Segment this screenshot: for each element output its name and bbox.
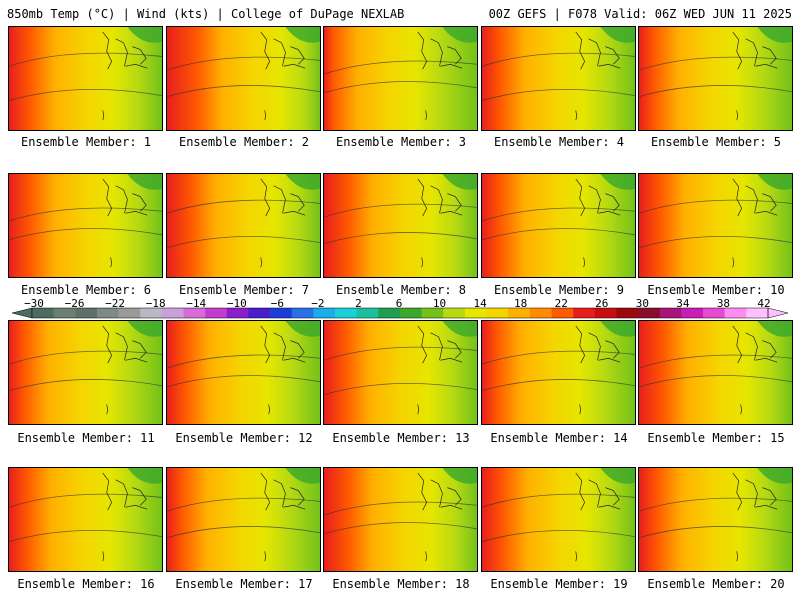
colorbar-tick-label: 18 [514, 297, 528, 310]
ensemble-map-panel [481, 26, 636, 131]
colorbar-swatch [638, 308, 661, 318]
ensemble-member-label: Ensemble Member: 6 [20, 283, 152, 297]
colorbar-tick-label: −6 [270, 297, 284, 310]
colorbar-swatch [616, 308, 639, 318]
ensemble-member-label: Ensemble Member: 7 [178, 283, 310, 297]
colorbar-tick-label: −30 [24, 297, 44, 310]
colorbar-swatch [183, 308, 206, 318]
colorbar-swatch [551, 308, 574, 318]
ensemble-member-label: Ensemble Member: 18 [332, 577, 470, 591]
ensemble-map-panel [8, 173, 163, 278]
ensemble-map-panel [638, 173, 793, 278]
header-title: 850mb Temp (°C) | Wind (kts) | College o… [7, 7, 405, 21]
ensemble-map-panel [481, 173, 636, 278]
colorbar-swatch [53, 308, 76, 318]
colorbar-tick-label: 34 [676, 297, 690, 310]
ensemble-map-panel [166, 320, 321, 425]
colorbar-swatch [681, 308, 704, 318]
colorbar-swatch [594, 308, 617, 318]
colorbar-swatch [356, 308, 379, 318]
colorbar-swatch [724, 308, 747, 318]
colorbar-tick-label: 30 [635, 297, 649, 310]
colorbar-swatch [464, 308, 487, 318]
colorbar-swatch [443, 308, 466, 318]
colorbar-swatch [486, 308, 509, 318]
colorbar-swatch [573, 308, 596, 318]
colorbar-tick-label: 2 [355, 297, 362, 310]
colorbar-tick-label: 38 [716, 297, 731, 310]
colorbar-tick-label: 42 [757, 297, 771, 310]
colorbar-swatch [161, 308, 184, 318]
colorbar-tick-label: 22 [554, 297, 568, 310]
header-run-info: 00Z GEFS | F078 Valid: 06Z WED JUN 11 20… [488, 7, 792, 21]
ensemble-member-label: Ensemble Member: 19 [490, 577, 628, 591]
colorbar-swatch [270, 308, 293, 318]
colorbar-right-arrow [767, 307, 789, 319]
ensemble-map-panel [166, 467, 321, 572]
colorbar-tick-label: 14 [473, 297, 487, 310]
ensemble-member-label: Ensemble Member: 20 [647, 577, 785, 591]
colorbar-swatch [400, 308, 422, 318]
colorbar-swatch [75, 308, 98, 318]
colorbar-swatch [291, 308, 314, 318]
colorbar-tick-label: −10 [226, 297, 247, 310]
ensemble-map-panel [8, 320, 163, 425]
colorbar-swatch [248, 308, 271, 318]
colorbar-swatch [746, 308, 769, 318]
ensemble-member-label: Ensemble Member: 5 [650, 135, 782, 149]
ensemble-map-panel [481, 320, 636, 425]
ensemble-map-panel [481, 467, 636, 572]
colorbar-tick-label: −22 [105, 297, 126, 310]
ensemble-member-label: Ensemble Member: 13 [332, 431, 470, 445]
ensemble-member-label: Ensemble Member: 17 [175, 577, 313, 591]
colorbar-frame [31, 307, 769, 319]
ensemble-map-panel [323, 173, 478, 278]
ensemble-member-label: Ensemble Member: 10 [647, 283, 785, 297]
colorbar-swatch [118, 308, 141, 318]
ensemble-map-panel [323, 467, 478, 572]
colorbar-swatch [313, 308, 336, 318]
ensemble-member-label: Ensemble Member: 12 [175, 431, 313, 445]
ensemble-member-label: Ensemble Member: 15 [647, 431, 785, 445]
ensemble-map-panel [638, 320, 793, 425]
ensemble-map-panel [323, 26, 478, 131]
colorbar-swatch [703, 308, 726, 318]
colorbar-tick-label: −14 [186, 297, 207, 310]
ensemble-map-panel [638, 467, 793, 572]
colorbar-swatch [226, 308, 249, 318]
ensemble-member-label: Ensemble Member: 14 [490, 431, 628, 445]
colorbar-swatch [140, 308, 163, 318]
colorbar-swatch [421, 308, 444, 318]
ensemble-member-label: Ensemble Member: 2 [178, 135, 310, 149]
colorbar-tick-label: −26 [64, 297, 85, 310]
colorbar-swatch [335, 308, 358, 318]
colorbar-tick-label: −18 [145, 297, 166, 310]
colorbar-swatch [378, 308, 401, 318]
colorbar-tick-label: −2 [311, 297, 325, 310]
ensemble-map-panel [638, 26, 793, 131]
colorbar-swatch [529, 308, 552, 318]
temperature-colorbar [11, 307, 789, 319]
ensemble-member-label: Ensemble Member: 11 [17, 431, 155, 445]
ensemble-member-label: Ensemble Member: 3 [335, 135, 467, 149]
ensemble-member-label: Ensemble Member: 16 [17, 577, 155, 591]
colorbar-tick-label: 26 [595, 297, 609, 310]
ensemble-member-label: Ensemble Member: 4 [493, 135, 625, 149]
ensemble-member-label: Ensemble Member: 8 [335, 283, 467, 297]
colorbar-swatch [508, 308, 531, 318]
ensemble-member-label: Ensemble Member: 9 [493, 283, 625, 297]
ensemble-member-label: Ensemble Member: 1 [20, 135, 152, 149]
colorbar-swatch [96, 308, 119, 318]
ensemble-map-panel [8, 26, 163, 131]
ensemble-map-panel [323, 320, 478, 425]
colorbar-tick-label: 10 [432, 297, 447, 310]
ensemble-map-panel [8, 467, 163, 572]
colorbar-tick-label: 6 [395, 297, 403, 310]
colorbar-swatch [659, 308, 682, 318]
ensemble-map-panel [166, 26, 321, 131]
ensemble-map-panel [166, 173, 321, 278]
colorbar-swatch [205, 308, 228, 318]
colorbar-swatch [32, 308, 54, 318]
